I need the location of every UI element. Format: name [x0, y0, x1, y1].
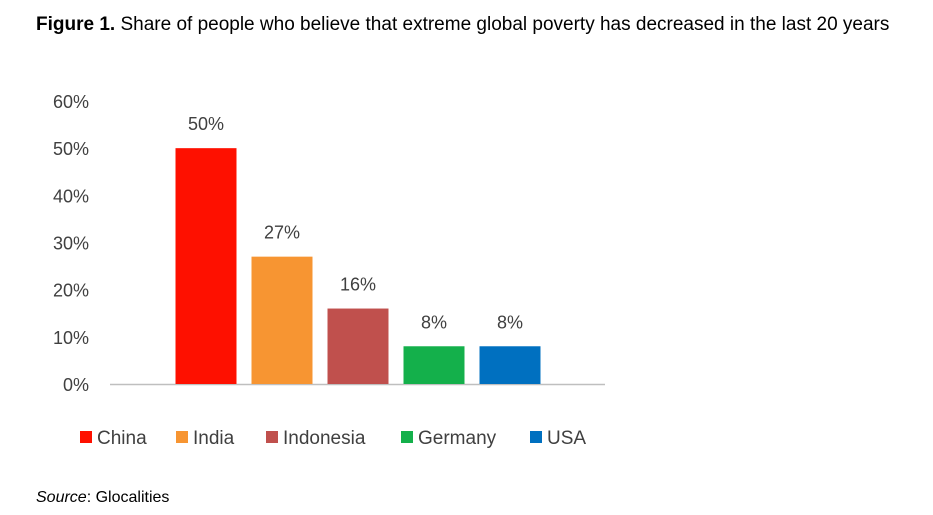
- legend-swatch: [176, 431, 188, 443]
- bar-china: [175, 148, 237, 384]
- bar-germany: [403, 346, 465, 384]
- legend-label: China: [97, 428, 147, 449]
- y-tick-label: 30%: [53, 234, 89, 254]
- y-tick-label: 50%: [53, 139, 89, 159]
- bar-usa: [479, 346, 541, 384]
- legend-label: India: [193, 428, 235, 449]
- y-tick-label: 40%: [53, 186, 89, 206]
- y-tick-label: 20%: [53, 281, 89, 301]
- legend-label: USA: [547, 428, 586, 449]
- figure-title-text: Share of people who believe that extreme…: [120, 14, 890, 35]
- legend-swatch: [80, 431, 92, 443]
- figure-label: Figure 1.: [36, 14, 116, 35]
- source-note: Source: Glocalities: [36, 489, 169, 507]
- y-tick-label: 60%: [53, 92, 89, 112]
- source-label: Source: [36, 489, 87, 506]
- data-label: 50%: [188, 114, 224, 134]
- legend-label: Indonesia: [283, 428, 366, 449]
- legend-swatch: [401, 431, 413, 443]
- bar-india: [251, 256, 313, 384]
- data-label: 8%: [421, 312, 447, 332]
- y-tick-label: 0%: [63, 375, 89, 395]
- figure-title: Figure 1. Share of people who believe th…: [36, 12, 896, 38]
- data-label: 16%: [340, 275, 376, 295]
- legend-swatch: [530, 431, 542, 443]
- data-label: 8%: [497, 312, 523, 332]
- legend-label: Germany: [418, 428, 497, 449]
- legend-swatch: [266, 431, 278, 443]
- data-label: 27%: [264, 223, 300, 243]
- bar-indonesia: [327, 308, 389, 384]
- source-text: : Glocalities: [86, 489, 170, 506]
- y-tick-label: 10%: [53, 328, 89, 348]
